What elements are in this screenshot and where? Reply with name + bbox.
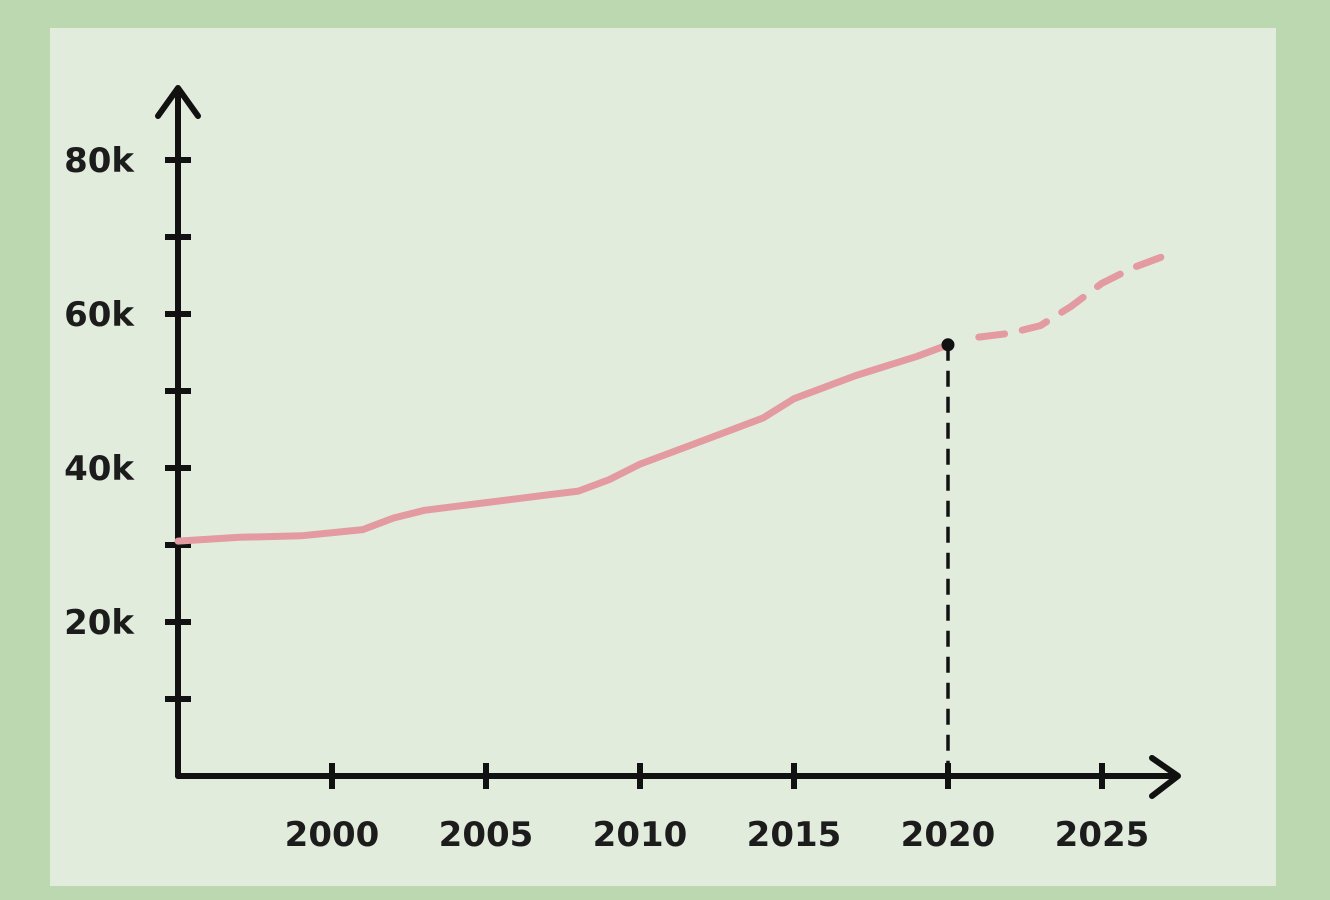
forecast-line xyxy=(975,252,1168,341)
y-tick-label: 60k xyxy=(64,295,135,335)
y-tick-label: 40k xyxy=(64,449,135,489)
x-tick-label: 2025 xyxy=(1055,815,1150,855)
x-tick-label: 2005 xyxy=(439,815,534,855)
y-tick-label: 80k xyxy=(64,141,135,181)
x-tick-label: 2015 xyxy=(747,815,842,855)
y-tick-label: 20k xyxy=(64,603,135,643)
data-point-2020 xyxy=(941,338,955,352)
x-tick-label: 2010 xyxy=(593,815,688,855)
x-tick-label: 2000 xyxy=(285,815,380,855)
y-axis-arrowhead xyxy=(155,85,201,119)
actual-line xyxy=(174,341,952,545)
x-axis-arrowhead xyxy=(1149,755,1181,799)
x-tick-label: 2020 xyxy=(901,815,996,855)
